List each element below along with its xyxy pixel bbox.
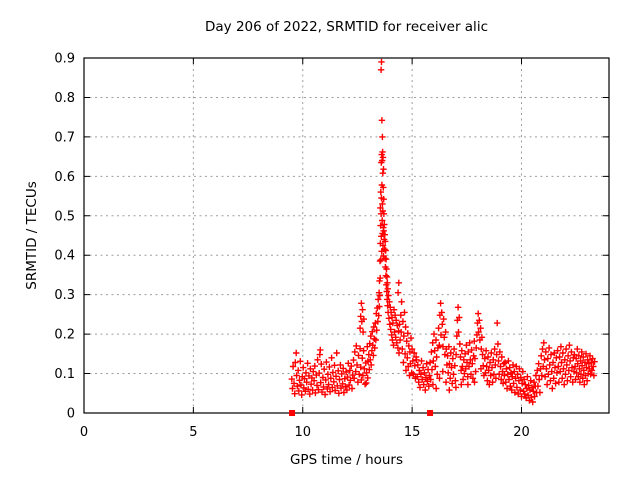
y-axis-label: SRMTID / TECUs	[24, 181, 40, 289]
grid-lines	[84, 58, 609, 413]
y-tick-label: 0.7	[54, 130, 75, 145]
y-tick-label: 0.1	[54, 367, 75, 382]
y-tick-label: 0.4	[54, 249, 75, 264]
chart-title: Day 206 of 2022, SRMTID for receiver ali…	[205, 19, 488, 35]
x-tick-label: 20	[513, 425, 530, 440]
event-marker	[289, 410, 296, 416]
y-tick-label: 0.9	[54, 52, 75, 67]
event-marker	[427, 410, 434, 416]
y-tick-label: 0.3	[54, 288, 75, 303]
x-tick-label: 15	[404, 425, 421, 440]
y-tick-label: 0.8	[54, 91, 75, 106]
axis-ticks	[83, 57, 609, 414]
y-tick-label: 0.2	[54, 328, 75, 343]
data-points-srmtid	[288, 58, 598, 406]
plot-border	[83, 57, 610, 414]
y-tick-label: 0.5	[54, 209, 75, 224]
y-tick-label: 0.6	[54, 170, 75, 185]
x-tick-label: 10	[294, 425, 311, 440]
y-tick-label: 0	[67, 407, 75, 422]
x-axis-label: GPS time / hours	[290, 452, 403, 468]
x-tick-label: 5	[189, 425, 197, 440]
x-tick-label: 0	[80, 425, 88, 440]
